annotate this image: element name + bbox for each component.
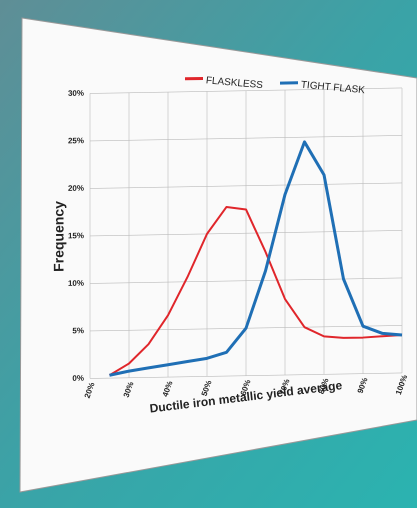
- y-tick-label: 25%: [68, 136, 84, 145]
- y-tick-label: 10%: [68, 279, 84, 288]
- y-tick-label: 30%: [68, 89, 84, 98]
- y-tick-label: 20%: [68, 184, 84, 193]
- y-tick-label: 0%: [72, 374, 84, 383]
- y-tick-label: 15%: [68, 231, 84, 240]
- y-tick-label: 5%: [72, 326, 84, 335]
- y-axis-label: Frequency: [51, 201, 67, 272]
